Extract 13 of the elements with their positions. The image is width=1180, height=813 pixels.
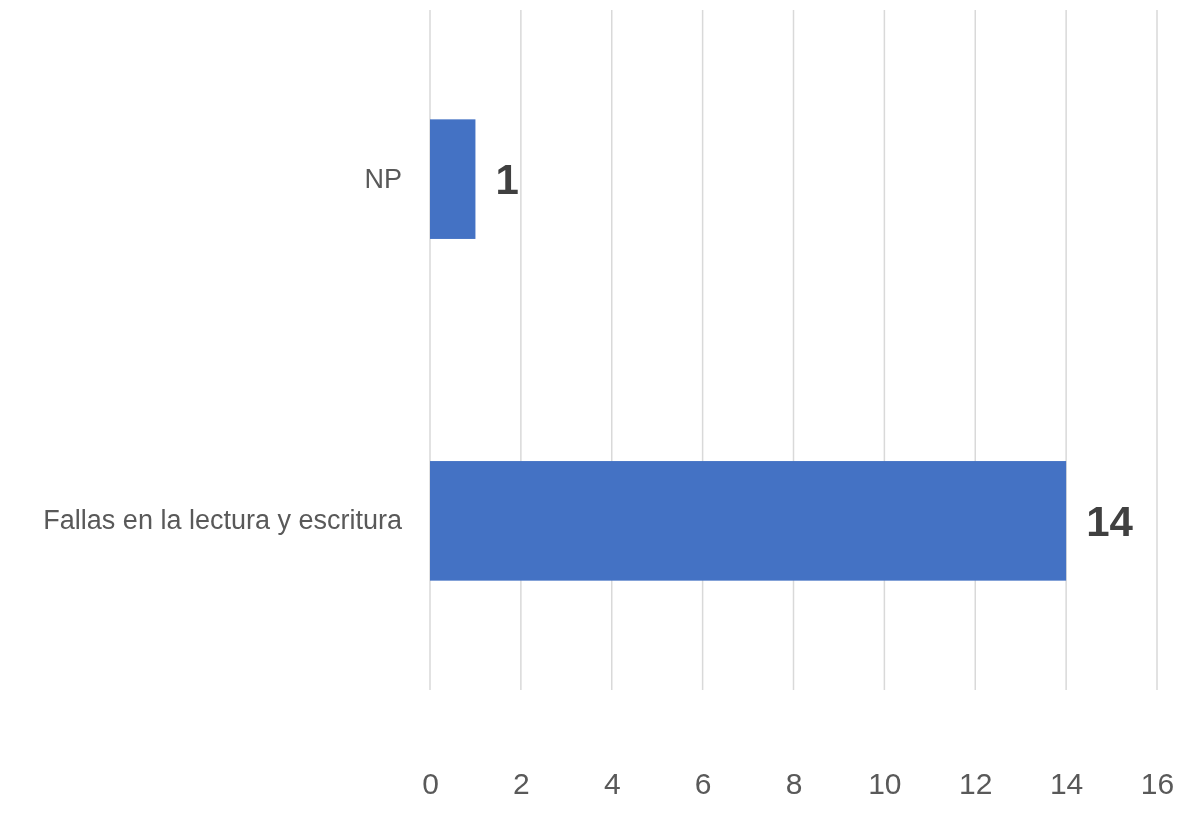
y-tick-label: NP <box>364 163 402 194</box>
x-tick-label: 2 <box>513 767 530 801</box>
y-tick-label: Fallas en la lectura y escritura <box>43 505 403 536</box>
x-tick-label: 12 <box>959 767 993 801</box>
x-tick-label: 14 <box>1049 767 1084 801</box>
x-tick-label: 10 <box>868 767 902 801</box>
x-tick-label: 4 <box>603 767 621 801</box>
x-tick-label: 0 <box>422 767 439 801</box>
data-label: 14 <box>1086 497 1134 545</box>
x-tick-label: 8 <box>785 767 803 801</box>
x-tick-label: 16 <box>1140 767 1175 801</box>
data-label: 1 <box>495 155 519 203</box>
x-tick-label: 6 <box>694 767 712 801</box>
